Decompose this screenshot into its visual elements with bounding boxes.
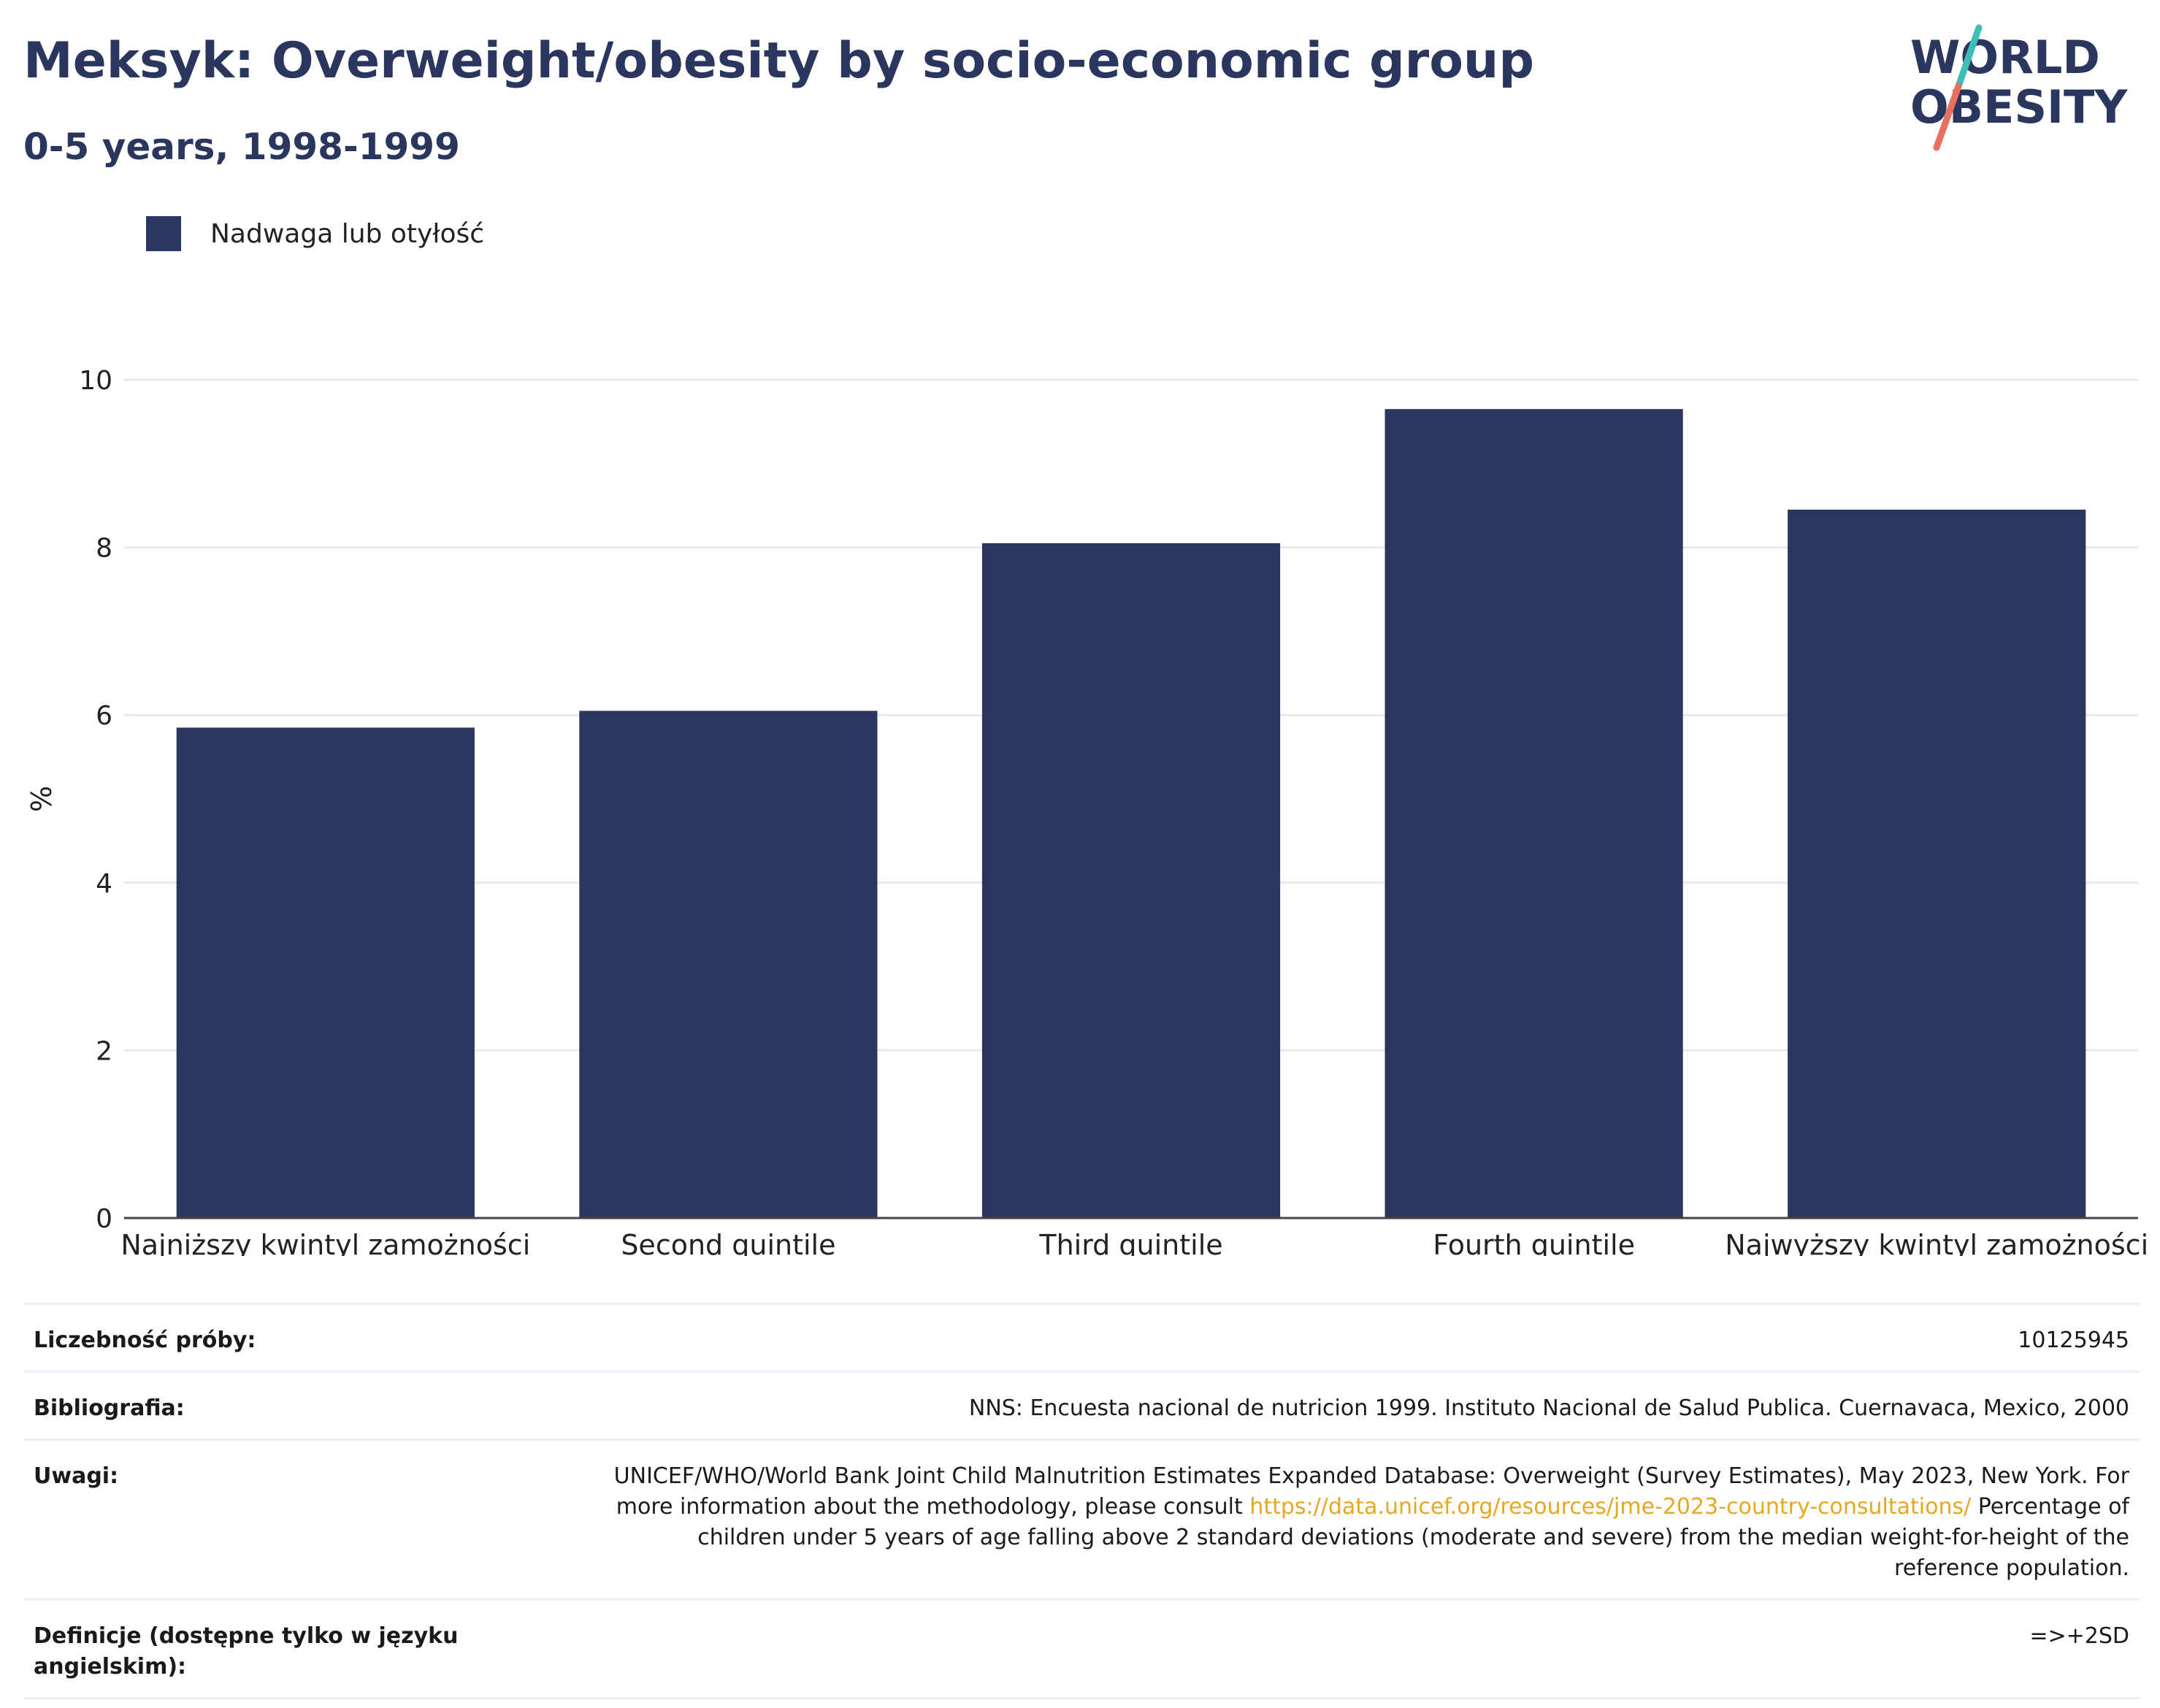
legend[interactable]: Nadwaga lub otyłość [146,216,484,251]
bibliography-value: NNS: Encuesta nacional de nutricion 1999… [968,1395,2129,1421]
x-tick-label: Fourth quintile [1433,1229,1635,1256]
notes-link[interactable]: https://data.unicef.org/resources/jme-20… [1249,1494,1972,1520]
y-tick-label: 0 [96,1204,112,1234]
logo-slash-top [1955,24,1983,90]
bar-2[interactable] [981,543,1281,1218]
y-axis-label: % [26,786,58,812]
bar-chart: 0 2 4 6 8 10 Najniższy kwintyl zamożności Seco… [26,366,2148,1256]
bar-1[interactable] [579,711,878,1218]
y-tick-label: 10 [79,366,112,396]
notes-value: UNICEF/WHO/World Bank Joint Child Malnut… [596,1461,2129,1584]
y-tick-label: 2 [96,1036,112,1066]
notes-text-1: UNICEF/WHO/World Bank Joint Child Malnut… [613,1463,2129,1520]
logo-text-world: WORLD [1910,31,2100,84]
y-tick-label: 4 [96,869,112,899]
x-tick-labels: Najniższy kwintyl zamożności Second quint… [120,1229,2148,1256]
x-tick-label: Second quintile [621,1229,835,1256]
info-row-definition: Definicje (dostępne tylko w języku angie… [23,1598,2140,1699]
bar-0[interactable] [176,727,475,1218]
definition-label: Definicje (dostępne tylko w języku angie… [34,1623,459,1680]
bibliography-label: Bibliografia: [34,1395,185,1421]
notes-label: Uwagi: [34,1463,119,1489]
bar-3[interactable] [1385,409,1683,1219]
world-obesity-logo: WORLD OBESITY [1910,24,2128,151]
y-tick-labels: 0 2 4 6 8 10 [79,366,112,1234]
y-tick-label: 8 [96,534,112,564]
logo-slash-bottom [1933,83,1962,151]
x-tick-label: Najniższy kwintyl zamożności [120,1229,530,1256]
bar-4[interactable] [1788,509,2086,1218]
sample-value: 10125945 [2018,1328,2129,1353]
chart-subtitle: 0-5 years, 1998-1999 [23,126,460,168]
legend-label: Nadwaga lub otyłość [210,218,485,249]
info-row-bibliography: Bibliografia: NNS: Encuesta nacional de … [23,1371,2140,1439]
legend-swatch [146,216,181,251]
y-tick-label: 6 [96,701,112,731]
info-table: Liczebność próby: 10125945 Bibliografia:… [23,1303,2140,1699]
bars [176,409,2086,1219]
chart-title: Meksyk: Overweight/obesity by socio-econ… [23,32,1535,90]
x-tick-label: Third quintile [1038,1229,1222,1256]
info-row-notes: Uwagi: UNICEF/WHO/World Bank Joint Child… [23,1439,2140,1598]
definition-value: =>+2SD [2029,1623,2129,1649]
x-tick-label: Najwyższy kwintyl zamożności [1725,1229,2148,1256]
info-row-sample: Liczebność próby: 10125945 [23,1303,2140,1371]
sample-label: Liczebność próby: [34,1328,256,1353]
notes-text-2: Percentage of children under 5 years of … [697,1494,2129,1581]
